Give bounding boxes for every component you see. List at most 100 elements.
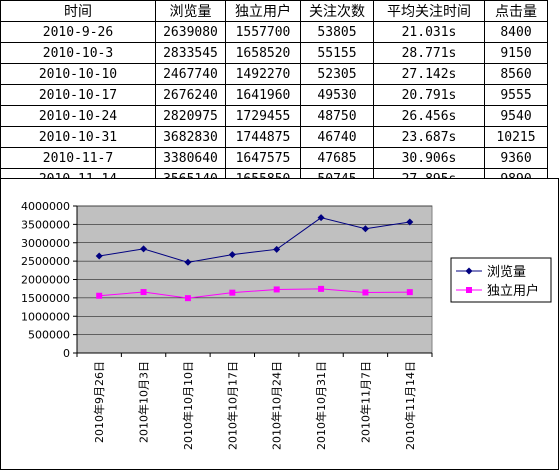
cell-avg-follow-time[interactable]: 21.031s (373, 21, 485, 43)
data-point-page-views[interactable] (184, 258, 192, 266)
cell-unique-users[interactable]: 1641960 (225, 84, 301, 106)
line-chart[interactable]: 0 500000 1000000 1500000 2000000 2500000 30000… (0, 178, 560, 470)
data-point-unique-users[interactable] (362, 289, 369, 296)
cell-follows[interactable]: 53805 (300, 21, 374, 43)
data-point-unique-users[interactable] (96, 292, 103, 299)
cell-clicks[interactable]: 9540 (484, 105, 548, 127)
cell-unique-users[interactable]: 1744875 (225, 126, 301, 148)
cell-follows[interactable]: 46740 (300, 126, 374, 148)
series (95, 214, 414, 302)
cell-page-views[interactable]: 2467740 (155, 63, 226, 85)
data-point-page-views[interactable] (273, 245, 281, 253)
header-unique-users[interactable]: 独立用户 (225, 0, 301, 22)
data-point-page-views[interactable] (228, 251, 236, 259)
cell-clicks[interactable]: 9555 (484, 84, 548, 106)
cell-time[interactable]: 2010-10-31 (0, 126, 156, 148)
cell-follows[interactable]: 55155 (300, 42, 374, 64)
cell-avg-follow-time[interactable]: 20.791s (373, 84, 485, 106)
cell-page-views[interactable]: 2639080 (155, 21, 226, 43)
x-tick-label: 2010年11月7日 (358, 361, 372, 443)
cell-page-views[interactable]: 2833545 (155, 42, 226, 64)
y-tick-label: 4000000 (21, 200, 70, 213)
cell-time[interactable]: 2010-10-10 (0, 63, 156, 85)
y-tick-label: 3500000 (21, 218, 70, 231)
legend-box (450, 257, 552, 303)
y-tick-label: 500000 (28, 329, 70, 342)
data-point-unique-users[interactable] (184, 295, 191, 302)
y-tick-label: 1000000 (21, 310, 70, 323)
data-point-unique-users[interactable] (140, 289, 147, 296)
cell-avg-follow-time[interactable]: 26.456s (373, 105, 485, 127)
cell-avg-follow-time[interactable]: 28.771s (373, 42, 485, 64)
cell-page-views[interactable]: 3682830 (155, 126, 226, 148)
x-tick-labels: 2010年9月26日 2010年10月3日 2010年10月10日 2010年10月1… (92, 361, 417, 450)
y-tick-label: 2000000 (21, 274, 70, 287)
data-point-unique-users[interactable] (229, 289, 236, 296)
cell-clicks[interactable]: 9150 (484, 42, 548, 64)
x-tick-label: 2010年9月26日 (92, 361, 106, 443)
cell-unique-users[interactable]: 1492270 (225, 63, 301, 85)
legend-entry-unique-users[interactable]: 独立用户 (456, 283, 539, 299)
cell-time[interactable]: 2010-10-24 (0, 105, 156, 127)
y-tick-label: 1500000 (21, 292, 70, 305)
cell-unique-users[interactable]: 1557700 (225, 21, 301, 43)
cell-page-views[interactable]: 2676240 (155, 84, 226, 106)
cell-follows[interactable]: 48750 (300, 105, 374, 127)
header-follows[interactable]: 关注次数 (300, 0, 374, 22)
data-point-page-views[interactable] (95, 252, 103, 260)
axes (76, 206, 432, 354)
cell-unique-users[interactable]: 1658520 (225, 42, 301, 64)
series-line-page-views[interactable] (99, 217, 410, 263)
data-point-unique-users[interactable] (273, 286, 280, 293)
cell-follows[interactable]: 52305 (300, 63, 374, 85)
data-point-page-views[interactable] (140, 245, 148, 253)
legend-entry-page-views[interactable]: 浏览量 (456, 264, 526, 280)
diamond-marker-icon (465, 267, 473, 275)
table-row: 2010-10-31 3682830 1744875 46740 23.687s… (0, 126, 548, 148)
series-line-unique-users[interactable] (99, 288, 410, 299)
x-tick-label: 2010年10月31日 (314, 361, 328, 450)
cell-time[interactable]: 2010-10-17 (0, 84, 156, 106)
cell-page-views[interactable]: 3380640 (155, 147, 226, 169)
cell-unique-users[interactable]: 1647575 (225, 147, 301, 169)
table-row: 2010-10-17 2676240 1641960 49530 20.791s… (0, 84, 548, 106)
cell-time[interactable]: 2010-10-3 (0, 42, 156, 64)
legend-label-page-views: 浏览量 (487, 264, 526, 280)
data-point-unique-users[interactable] (318, 285, 325, 292)
data-table: 时间 浏览量 独立用户 关注次数 平均关注时间 点击量 2010-9-26 26… (0, 0, 548, 190)
legend-label-unique-users: 独立用户 (487, 283, 539, 299)
cell-time[interactable]: 2010-9-26 (0, 21, 156, 43)
data-point-page-views[interactable] (361, 225, 369, 233)
cell-clicks[interactable]: 9360 (484, 147, 548, 169)
cell-clicks[interactable]: 8400 (484, 21, 548, 43)
table-row: 2010-11-7 3380640 1647575 47685 30.906s … (0, 147, 548, 169)
data-point-page-views[interactable] (317, 214, 325, 222)
gridlines (73, 205, 433, 357)
header-clicks[interactable]: 点击量 (484, 0, 548, 22)
cell-avg-follow-time[interactable]: 27.142s (373, 63, 485, 85)
y-tick-label: 0 (63, 347, 70, 360)
header-time[interactable]: 时间 (0, 0, 156, 22)
table-row: 2010-10-3 2833545 1658520 55155 28.771s … (0, 42, 548, 64)
data-point-unique-users[interactable] (406, 289, 413, 296)
cell-follows[interactable]: 49530 (300, 84, 374, 106)
cell-time[interactable]: 2010-11-7 (0, 147, 156, 169)
y-tick-label: 3000000 (21, 237, 70, 250)
y-tick-label: 2500000 (21, 255, 70, 268)
x-tick-label: 2010年11月14日 (403, 361, 417, 450)
square-marker-icon (466, 287, 472, 293)
cell-clicks[interactable]: 8560 (484, 63, 548, 85)
data-point-page-views[interactable] (406, 218, 414, 226)
cell-page-views[interactable]: 2820975 (155, 105, 226, 127)
table-row: 2010-10-24 2820975 1729455 48750 26.456s… (0, 105, 548, 127)
cell-avg-follow-time[interactable]: 23.687s (373, 126, 485, 148)
header-avg-follow-time[interactable]: 平均关注时间 (373, 0, 485, 22)
cell-unique-users[interactable]: 1729455 (225, 105, 301, 127)
x-tick-label: 2010年10月10日 (181, 361, 195, 450)
cell-follows[interactable]: 47685 (300, 147, 374, 169)
cell-clicks[interactable]: 10215 (484, 126, 548, 148)
table-header-row: 时间 浏览量 独立用户 关注次数 平均关注时间 点击量 (0, 0, 548, 22)
header-page-views[interactable]: 浏览量 (155, 0, 226, 22)
cell-avg-follow-time[interactable]: 30.906s (373, 147, 485, 169)
